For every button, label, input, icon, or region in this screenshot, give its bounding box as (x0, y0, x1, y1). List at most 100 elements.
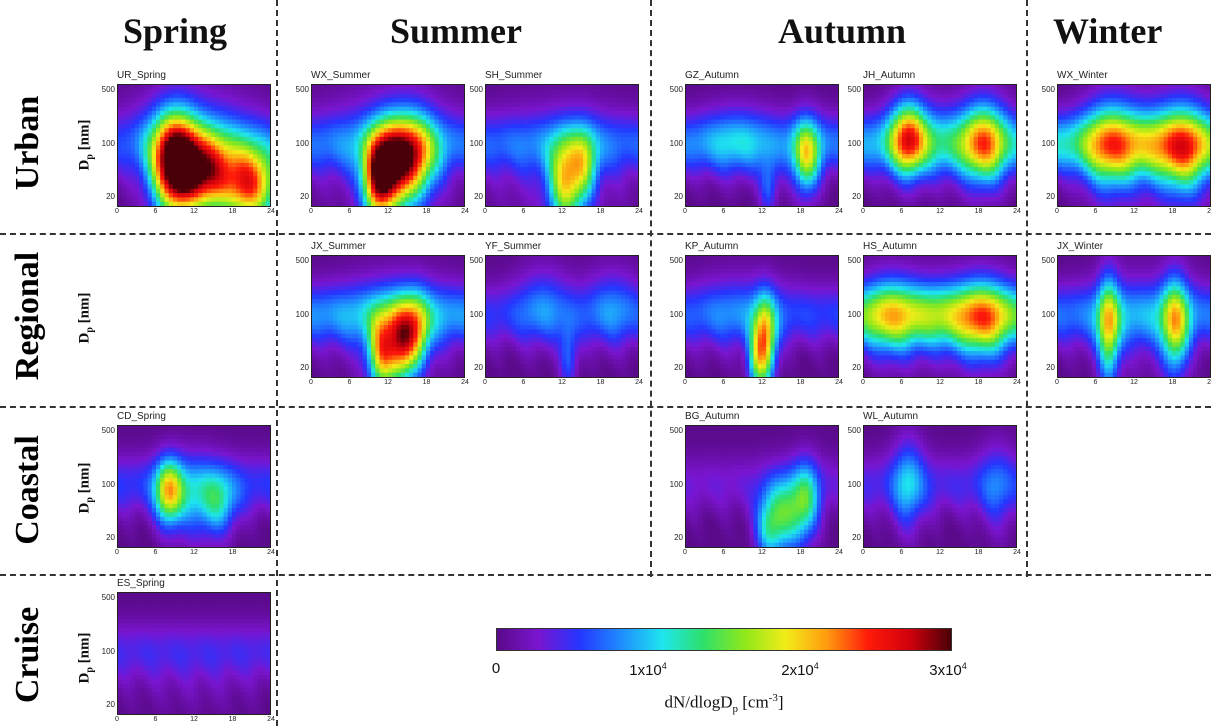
heatmap-cell (770, 180, 776, 185)
heatmap-cell (358, 180, 364, 185)
heatmap-cell (885, 119, 890, 125)
heatmap-cell (409, 201, 414, 206)
heatmap-cell (868, 115, 874, 121)
heatmap-cell (151, 184, 157, 190)
heatmap-cell (625, 158, 631, 164)
heatmap-cell (172, 197, 178, 203)
heatmap-cell (868, 110, 874, 116)
heatmap-cell (362, 167, 368, 173)
heatmap-cell (371, 197, 376, 203)
heatmap-cell (583, 149, 588, 155)
heatmap-cell (253, 175, 258, 181)
heatmap-cell (354, 167, 360, 173)
heatmap-cell (604, 188, 610, 194)
heatmap-cell (940, 97, 945, 103)
heatmap-cell (816, 106, 822, 112)
heatmap-cell (578, 162, 584, 168)
heatmap-cell (545, 136, 550, 142)
heatmap-cell (868, 184, 874, 190)
heatmap-cell (740, 175, 746, 181)
heatmap-cell (629, 89, 635, 95)
heatmap-cell (498, 115, 504, 121)
heatmap-cell (528, 119, 534, 125)
heatmap-cell (164, 106, 170, 112)
heatmap-cell (633, 89, 638, 95)
heatmap-cell (366, 85, 372, 90)
heatmap-cell (897, 184, 903, 190)
heatmap-cell (795, 141, 801, 147)
heatmap-cell (621, 110, 626, 116)
heatmap-cell (608, 123, 614, 129)
heatmap-cell (147, 136, 153, 142)
heatmap-cell (189, 119, 195, 125)
heatmap-cell (897, 180, 903, 185)
heatmap-cell (762, 154, 767, 160)
heatmap-cell (557, 171, 563, 177)
heatmap-cell (362, 85, 368, 90)
heatmap-cell (690, 154, 696, 160)
heatmap-cell (778, 201, 784, 206)
heatmap-cell (732, 184, 738, 190)
heatmap-cell (740, 171, 746, 177)
heatmap-cell (876, 123, 882, 129)
heatmap-cell (973, 149, 979, 155)
heatmap-cell (345, 158, 351, 164)
heatmap-cell (139, 188, 144, 194)
heatmap-cell (616, 132, 622, 138)
heatmap-cell (202, 136, 208, 142)
heatmap-cell (719, 119, 725, 125)
heatmap-cell (897, 141, 903, 147)
heatmap-cell (532, 123, 538, 129)
heatmap-cell (969, 85, 975, 90)
heatmap-cell (893, 136, 899, 142)
heatmap-cell (986, 141, 992, 147)
heatmap-cell (366, 162, 372, 168)
heatmap-cell (740, 180, 746, 185)
heatmap-cell (219, 201, 225, 206)
heatmap-cell (990, 193, 996, 198)
heatmap-cell (986, 167, 992, 173)
heatmap-cell (965, 145, 971, 151)
heatmap-cell (413, 89, 419, 95)
heatmap-cell (719, 141, 725, 147)
heatmap-cell (829, 175, 835, 181)
heatmap-cell (528, 162, 534, 168)
heatmap-cell (965, 184, 971, 190)
heatmap-cell (562, 158, 567, 164)
heatmap-cell (156, 89, 161, 95)
heatmap-cell (812, 93, 818, 99)
heatmap-cell (868, 158, 874, 164)
heatmap-cell (134, 93, 140, 99)
heatmap-cell (232, 93, 237, 99)
heatmap-cell (392, 132, 398, 138)
heatmap-cell (816, 162, 822, 168)
heatmap-cell (502, 149, 508, 155)
heatmap-cell (910, 106, 916, 112)
heatmap-cell (766, 119, 772, 125)
heatmap-cell (392, 197, 398, 203)
heatmap-cell (134, 85, 140, 90)
heatmap-cell (540, 193, 546, 198)
heatmap-cell (333, 175, 338, 181)
heatmap-cell (948, 197, 954, 203)
heatmap-cell (515, 132, 521, 138)
heatmap-cell (257, 89, 263, 95)
heatmap-cell (337, 201, 343, 206)
heatmap-cell (800, 162, 805, 168)
heatmap-cell (438, 193, 444, 198)
heatmap-cell (766, 136, 772, 142)
heatmap-cell (413, 102, 419, 108)
heatmap-cell (952, 197, 958, 203)
heatmap-cell (392, 106, 398, 112)
heatmap-cell (591, 136, 597, 142)
heatmap-cell (557, 115, 563, 121)
heatmap-cell (969, 145, 975, 151)
heatmap-cell (880, 149, 886, 155)
heatmap-cell (778, 132, 784, 138)
heatmap-cell (426, 85, 431, 90)
heatmap-cell (616, 197, 622, 203)
heatmap-cell (337, 136, 343, 142)
heatmap-cell (459, 141, 464, 147)
heatmap-cell (808, 102, 814, 108)
heatmap-cell (417, 188, 423, 194)
